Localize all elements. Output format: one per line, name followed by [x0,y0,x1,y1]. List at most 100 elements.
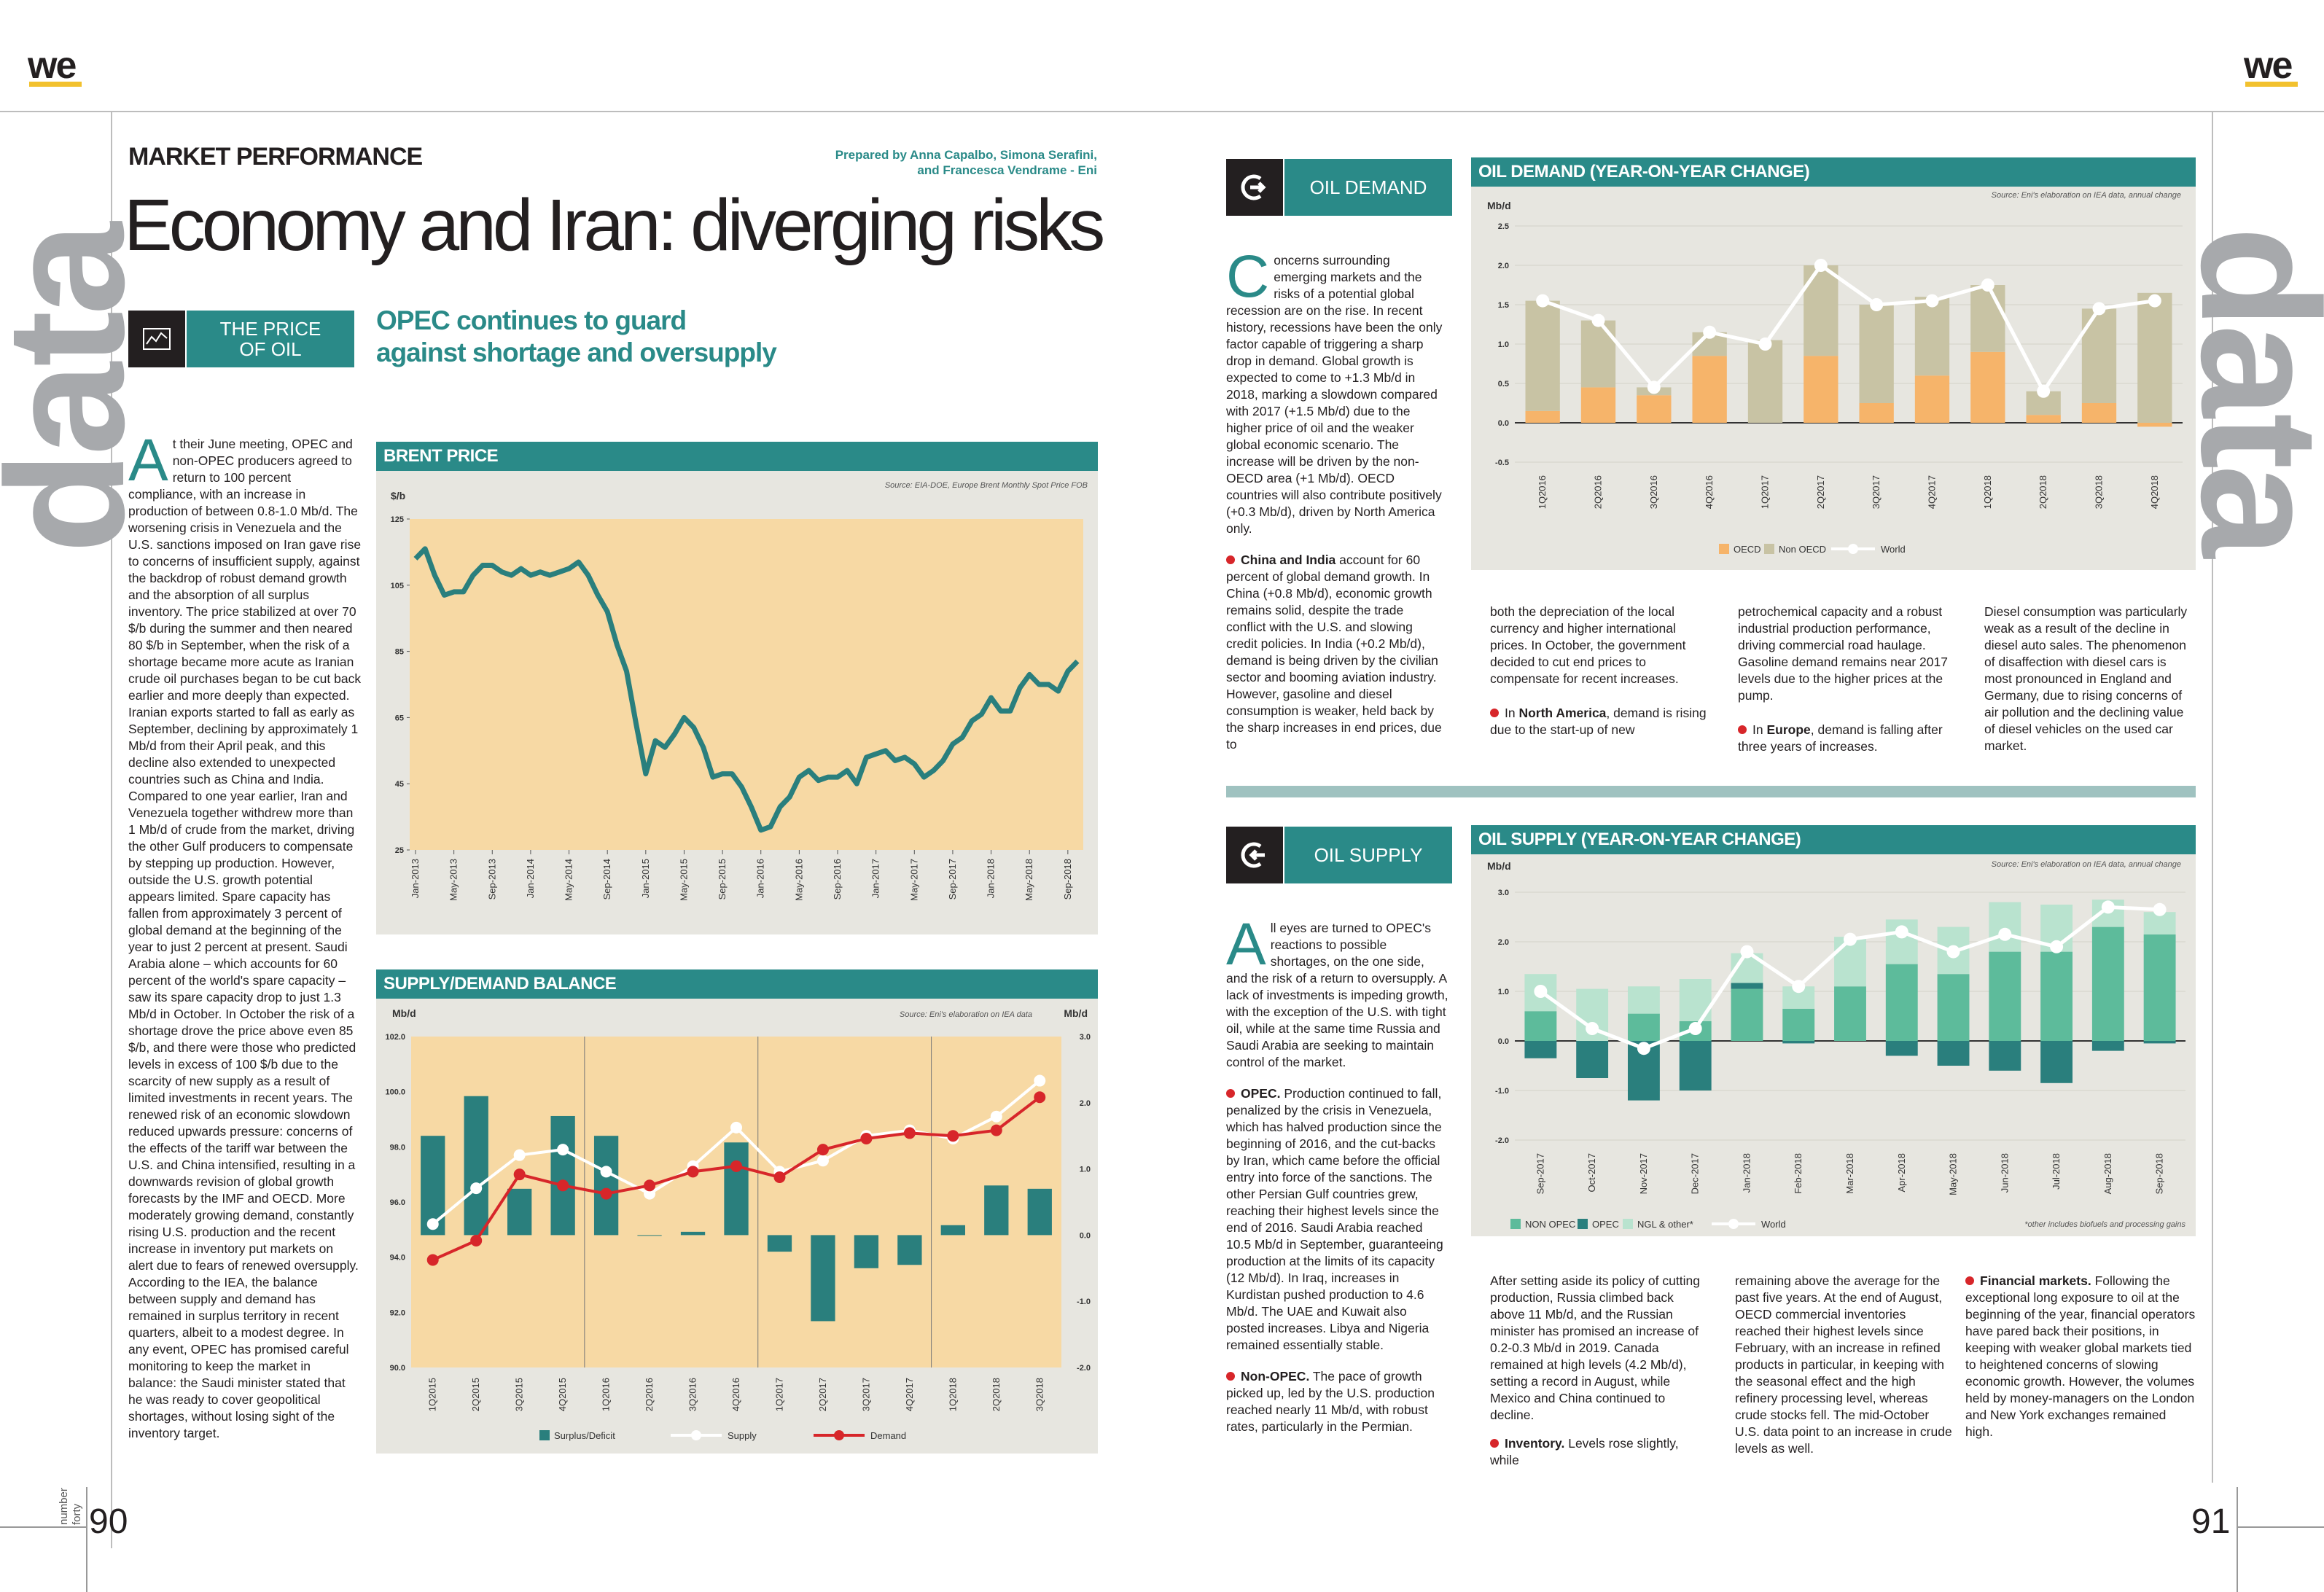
brent-y-tick: 45 [395,780,404,789]
demand-y-tick: 0.5 [1498,380,1509,389]
supply-bar-opec [1576,1041,1609,1078]
brent-y-tick: 85 [395,648,404,657]
brent-y-tick: 25 [395,846,404,855]
demand-x-tick: 1Q2017 [1760,475,1771,509]
supply-legend-label: NGL & other* [1637,1219,1693,1230]
demand-chart-source: Source: Eni's elaboration on IEA data, a… [1991,191,2181,200]
legend-label-supply: Supply [728,1430,757,1441]
supply-bar-non-opec [1937,974,1970,1041]
brent-y-tick: 65 [395,714,404,722]
demand-point [644,1179,656,1192]
demand-world-point [1870,298,1884,311]
supply-x-tick: Sep-2017 [1535,1153,1545,1194]
supply-nonopec-para: Non-OPEC. The pace of growth picked up, … [1226,1368,1448,1435]
balance-bar [550,1115,575,1236]
legend-label-surplus: Surplus/Deficit [554,1430,615,1441]
balance-y-tick-left: 92.0 [390,1308,405,1317]
demand-col-4: Diesel consumption was particularly weak… [1984,604,2196,754]
right-margin-rule [2212,112,2213,1483]
demand-dropcap: C [1226,243,1270,310]
demand-bar-non-oecd [1970,285,2005,352]
supply-bar-opec [1937,1041,1970,1066]
supply-world-point [1946,945,1960,959]
price-section-label: THE PRICE OF OIL [187,311,354,367]
balance-x-tick: 2Q2016 [644,1378,655,1411]
supply-world-point [1844,932,1857,946]
logo-underline-right [2245,82,2298,87]
demand-world-point [1925,294,1939,308]
brent-y-tick: 125 [391,515,404,524]
supply-world-point [1586,1022,1599,1035]
supply-y-tick: 3.0 [1498,889,1509,897]
supply-chart-source: Source: Eni's elaboration on IEA data, a… [1991,860,2181,869]
credits: Prepared by Anna Capalbo, Simona Serafin… [802,147,1097,178]
supply-legend-swatch [1510,1219,1521,1229]
demand-chart: -0.5 0.0 0.5 1.0 1.5 2.0 2.5 1Q2016 2Q2016 3Q2016… [1495,222,2183,555]
demand-bar-oecd [1914,375,1950,423]
balance-bar [940,1225,965,1236]
right-foot-rule-h [2237,1526,2324,1528]
supply-bar-opec [1731,983,1763,989]
supply-bar-non-opec [2040,951,2073,1041]
demand-legend-dot [1848,544,1858,554]
supply-bar-non-opec [1731,988,1763,1041]
balance-x-tick: 1Q2016 [601,1378,612,1411]
supply-fin-text: Following the exceptional long exposure … [1965,1273,2196,1439]
page-number-right: 91 [2191,1502,2231,1541]
supply-x-tick: Sep-2018 [2154,1153,2165,1194]
supply-bar-ngl-other- [1627,986,1660,1014]
left-foot-rule-h [0,1526,87,1528]
supply-bar-non-opec [1524,1011,1557,1041]
supply-bar-opec [2143,1041,2176,1044]
balance-x-tick: 3Q2016 [687,1378,698,1411]
balance-chart-title: SUPPLY/DEMAND BALANCE [376,969,1098,999]
demand-world-point [1981,278,1994,292]
demand-china-text: account for 60 percent of global demand … [1226,553,1442,752]
demand-point [470,1234,483,1246]
brent-x-tick: May-2014 [564,859,574,901]
supply-bar-non-opec [1885,964,1918,1041]
supply-x-tick: Jan-2018 [1741,1153,1752,1193]
demand-col4-text: Diesel consumption was particularly weak… [1984,604,2188,753]
supply-point [513,1149,526,1161]
arrow-icon [1241,842,1265,868]
subhead: OPEC continues to guard against shortage… [376,305,777,369]
supply-world-point [1637,1042,1650,1056]
demand-legend-label: OECD [1734,544,1761,555]
left-margin-rule [111,112,112,1548]
supply-world-point [1688,1022,1702,1035]
balance-x-tick: 3Q2018 [1034,1378,1045,1411]
demand-point [600,1187,612,1200]
demand-x-tick: 3Q2017 [1871,475,1882,509]
supply-col-4: Financial markets. Following the excepti… [1965,1273,2196,1440]
supply-legend-dot [1728,1219,1739,1229]
legend-label-demand: Demand [870,1430,906,1441]
balance-y-unit-right: Mb/d [1064,1007,1088,1019]
supply-bar-ngl-other- [1989,902,2021,952]
demand-na-text: , demand is rising due to the start-up o… [1490,706,1707,737]
supply-point [816,1155,829,1167]
supply-chart-title: OIL SUPPLY (YEAR-ON-YEAR CHANGE) [1471,825,2196,854]
supply-y-tick: -1.0 [1495,1087,1509,1096]
brent-price-line [413,546,1080,833]
demand-point [990,1124,1002,1136]
supply-intro: ll eyes are turned to OPEC's reactions t… [1226,921,1448,1069]
supply-opec-para: OPEC. Production continued to fall, pena… [1226,1085,1448,1354]
supply-section-icon-box [1226,827,1283,883]
demand-bar-non-oecd [1525,300,1560,411]
brent-chart-title: BRENT PRICE [376,442,1098,471]
body-rest: The worsening crisis in Venezuela and th… [128,504,362,1440]
bullet-dot [1226,555,1235,564]
demand-world-point [1647,381,1661,394]
demand-legend-label: Non OECD [1779,544,1826,555]
balance-x-tick: 1Q2015 [427,1378,438,1411]
supply-chart-panel: OIL SUPPLY (YEAR-ON-YEAR CHANGE) Source:… [1471,825,2196,1236]
supply-bar-opec [1782,1041,1815,1044]
demand-world-point [2037,384,2051,398]
supply-x-tick: Mar-2018 [1844,1153,1855,1194]
demand-x-tick: 2Q2016 [1593,475,1604,509]
demand-col-2: both the depreciation of the local curre… [1490,604,1709,738]
demand-y-tick: 1.5 [1498,301,1509,310]
supply-opec-bold: OPEC. [1241,1086,1281,1101]
demand-point [1034,1091,1046,1104]
